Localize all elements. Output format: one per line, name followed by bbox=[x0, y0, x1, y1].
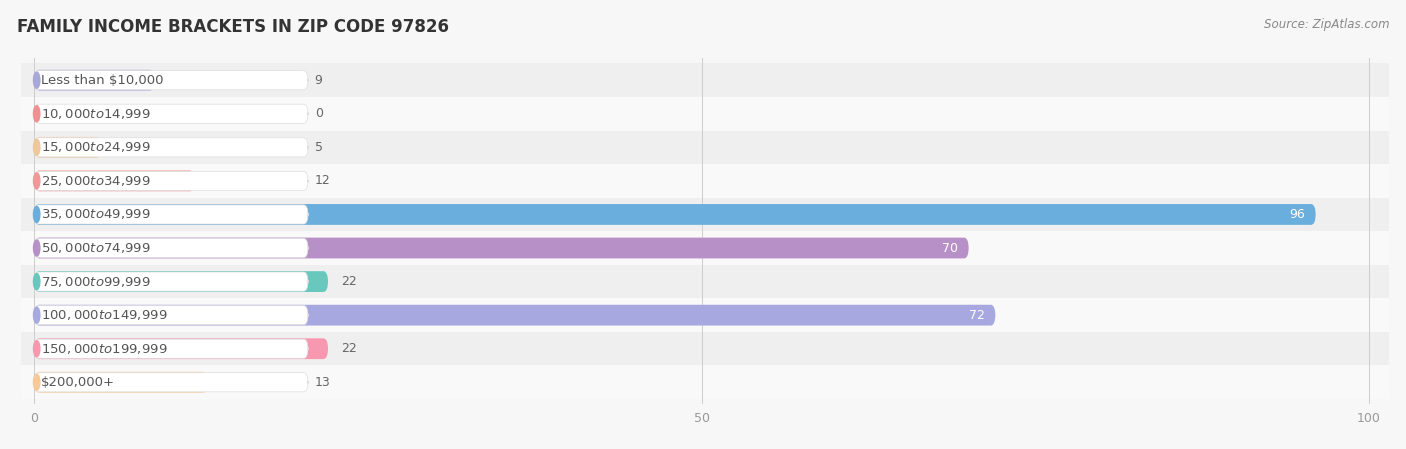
Text: $25,000 to $34,999: $25,000 to $34,999 bbox=[41, 174, 150, 188]
Circle shape bbox=[34, 139, 39, 155]
Text: 5: 5 bbox=[315, 141, 323, 154]
Circle shape bbox=[34, 374, 39, 390]
Text: 0: 0 bbox=[315, 107, 323, 120]
FancyBboxPatch shape bbox=[34, 172, 308, 190]
FancyBboxPatch shape bbox=[34, 272, 308, 291]
Text: FAMILY INCOME BRACKETS IN ZIP CODE 97826: FAMILY INCOME BRACKETS IN ZIP CODE 97826 bbox=[17, 18, 449, 36]
FancyBboxPatch shape bbox=[34, 204, 1316, 225]
FancyBboxPatch shape bbox=[34, 238, 308, 258]
Circle shape bbox=[34, 72, 39, 88]
Text: 9: 9 bbox=[315, 74, 322, 87]
FancyBboxPatch shape bbox=[34, 271, 328, 292]
Bar bbox=[8, 299, 1396, 332]
Bar bbox=[8, 265, 1396, 299]
Text: 22: 22 bbox=[342, 342, 357, 355]
Text: Source: ZipAtlas.com: Source: ZipAtlas.com bbox=[1264, 18, 1389, 31]
Bar bbox=[8, 164, 1396, 198]
FancyBboxPatch shape bbox=[34, 70, 155, 91]
Bar bbox=[8, 365, 1396, 399]
Text: 12: 12 bbox=[315, 174, 330, 187]
Circle shape bbox=[34, 307, 39, 323]
Text: $200,000+: $200,000+ bbox=[41, 376, 115, 389]
Text: $15,000 to $24,999: $15,000 to $24,999 bbox=[41, 141, 150, 154]
Text: $10,000 to $14,999: $10,000 to $14,999 bbox=[41, 107, 150, 121]
Text: Less than $10,000: Less than $10,000 bbox=[41, 74, 163, 87]
Bar bbox=[8, 198, 1396, 231]
Text: 13: 13 bbox=[315, 376, 330, 389]
FancyBboxPatch shape bbox=[34, 238, 969, 259]
FancyBboxPatch shape bbox=[34, 373, 308, 392]
Bar bbox=[8, 97, 1396, 131]
FancyBboxPatch shape bbox=[34, 305, 995, 326]
Circle shape bbox=[34, 273, 39, 290]
Text: $100,000 to $149,999: $100,000 to $149,999 bbox=[41, 308, 167, 322]
FancyBboxPatch shape bbox=[34, 137, 101, 158]
Text: $150,000 to $199,999: $150,000 to $199,999 bbox=[41, 342, 167, 356]
FancyBboxPatch shape bbox=[34, 205, 308, 224]
Text: 96: 96 bbox=[1289, 208, 1305, 221]
FancyBboxPatch shape bbox=[34, 372, 208, 393]
Text: $75,000 to $99,999: $75,000 to $99,999 bbox=[41, 275, 150, 289]
Text: 22: 22 bbox=[342, 275, 357, 288]
Circle shape bbox=[34, 240, 39, 256]
FancyBboxPatch shape bbox=[34, 338, 328, 359]
Bar bbox=[8, 231, 1396, 265]
FancyBboxPatch shape bbox=[34, 171, 194, 191]
Circle shape bbox=[34, 106, 39, 122]
Text: 72: 72 bbox=[969, 308, 984, 321]
FancyBboxPatch shape bbox=[34, 70, 308, 90]
FancyBboxPatch shape bbox=[34, 104, 308, 123]
Text: 70: 70 bbox=[942, 242, 957, 255]
FancyBboxPatch shape bbox=[34, 306, 308, 325]
FancyBboxPatch shape bbox=[34, 339, 308, 358]
FancyBboxPatch shape bbox=[34, 138, 308, 157]
Circle shape bbox=[34, 207, 39, 223]
Bar bbox=[8, 63, 1396, 97]
Text: $50,000 to $74,999: $50,000 to $74,999 bbox=[41, 241, 150, 255]
Bar bbox=[8, 332, 1396, 365]
Bar bbox=[8, 131, 1396, 164]
Text: $35,000 to $49,999: $35,000 to $49,999 bbox=[41, 207, 150, 221]
Circle shape bbox=[34, 173, 39, 189]
Circle shape bbox=[34, 341, 39, 357]
